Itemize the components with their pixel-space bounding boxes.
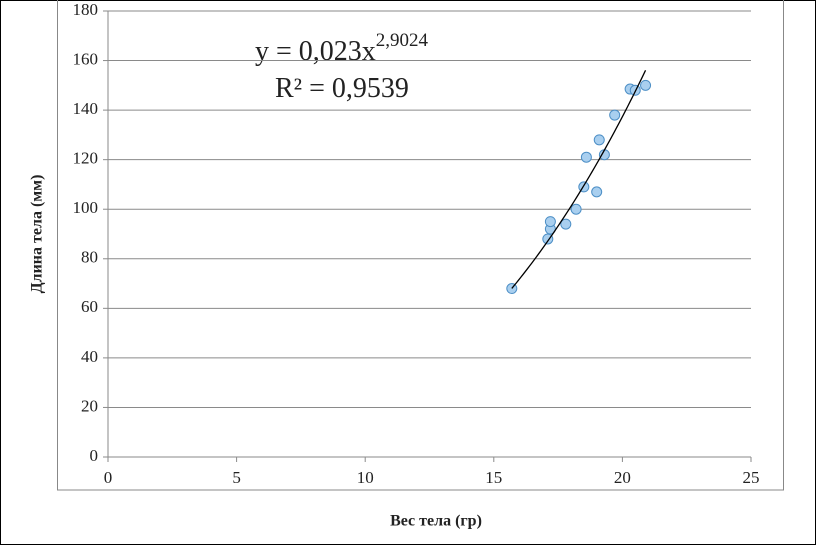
point [609, 109, 621, 121]
y-tick-label: 80 [81, 248, 98, 267]
point [640, 79, 652, 91]
equation-exponent: 2,9024 [376, 30, 429, 51]
x-tick-label: 15 [485, 468, 502, 487]
point [593, 134, 605, 146]
x-tick-label: 10 [357, 468, 374, 487]
trendline [511, 70, 647, 289]
x-tick-label: 20 [614, 468, 631, 487]
y-tick-label: 60 [81, 297, 98, 316]
point [591, 186, 603, 198]
y-tick-label: 140 [73, 99, 99, 118]
y-tick-label: 180 [73, 0, 99, 19]
point [580, 151, 592, 163]
x-tick-label: 0 [104, 468, 113, 487]
point [570, 203, 582, 215]
equation-text: y = 0,023x [255, 36, 376, 67]
x-axis-title: Вес тела (гр) [390, 513, 482, 530]
y-tick-label: 40 [81, 347, 98, 366]
y-tick-label: 120 [73, 149, 99, 168]
point [560, 218, 572, 230]
y-tick-label: 20 [81, 396, 98, 415]
trend-equation: y = 0,023x2,9024 [255, 30, 429, 67]
y-tick-label: 160 [73, 49, 99, 68]
chart-frame [57, 0, 784, 491]
y-axis-title: Длина тела (мм) [29, 175, 46, 294]
r-squared: R² = 0,9539 [275, 73, 409, 104]
y-tick-label: 0 [90, 446, 99, 465]
x-tick-label: 5 [232, 468, 241, 487]
y-tick-label: 100 [73, 198, 99, 217]
point [544, 216, 556, 228]
x-tick-label: 25 [743, 468, 760, 487]
